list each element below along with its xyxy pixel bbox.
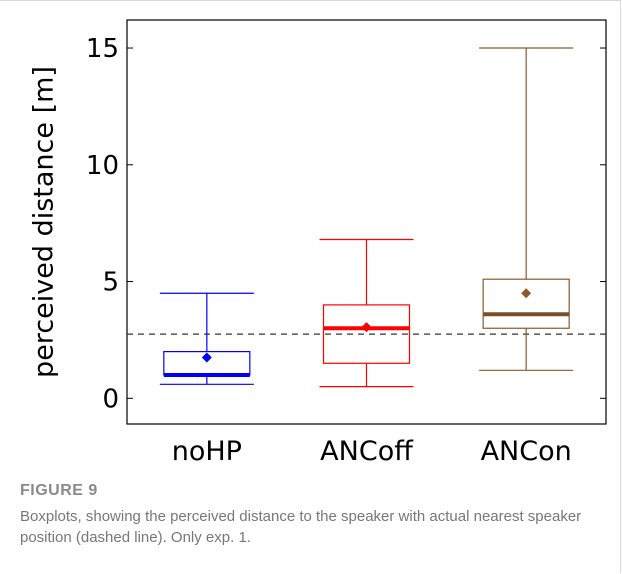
y-axis-label: perceived distance [m] bbox=[29, 66, 60, 378]
box-body bbox=[322, 304, 411, 364]
y-tick-label: 0 bbox=[102, 384, 119, 414]
boxes-group bbox=[159, 47, 574, 388]
y-axis-ticks: 0 5 10 15 bbox=[86, 34, 606, 414]
box-ANCoff bbox=[319, 238, 414, 388]
figure-caption: FIGURE 9 Boxplots, showing the perceived… bbox=[20, 482, 610, 548]
boxplot-chart: 0 5 10 15 noHP ANCoff ANCon perceived distanc… bbox=[29, 19, 607, 467]
mean-marker bbox=[201, 352, 212, 363]
x-tick-label-ANCon: ANCon bbox=[481, 436, 572, 467]
x-tick-label-noHP: noHP bbox=[172, 436, 242, 467]
box-noHP bbox=[159, 292, 254, 385]
y-tick-label: 5 bbox=[102, 268, 119, 298]
box-body bbox=[482, 278, 570, 329]
plot-area bbox=[126, 19, 607, 425]
mean-marker bbox=[521, 288, 532, 299]
mean-marker bbox=[361, 322, 372, 333]
figure-caption-text: Boxplots, showing the perceived distance… bbox=[20, 508, 582, 546]
y-tick-label: 10 bbox=[86, 151, 119, 181]
y-tick-label: 15 bbox=[86, 34, 119, 64]
x-axis-labels: noHP ANCoff ANCon bbox=[172, 436, 572, 467]
box-ANCon bbox=[479, 47, 574, 371]
x-tick-label-ANCoff: ANCoff bbox=[320, 436, 414, 467]
figure-label: FIGURE 9 bbox=[20, 482, 98, 499]
